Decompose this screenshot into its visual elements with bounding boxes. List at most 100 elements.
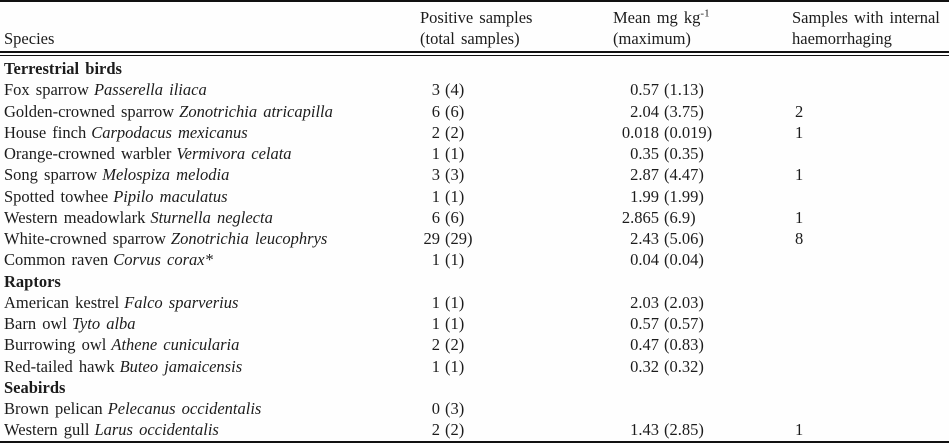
species-header-label: Species [4,29,55,48]
common-name: Western meadowlark [4,207,146,227]
total-samples-count: (1) [445,250,465,270]
mean-header-line1: Mean mg kg-1 [613,7,787,28]
positive-samples-cell: 6 (6) [412,207,605,228]
mean-cell: 0.018 (0.019) [605,122,787,143]
mean-value: 2.03 [630,292,659,312]
positive-count: 1 [431,356,440,376]
haemorrhaging-count [787,334,949,355]
scientific-name: Larus occidentalis [94,420,219,440]
section-header-row: Terrestrial birds [0,58,949,79]
haemorrhaging-count [787,356,949,377]
empty-cell [412,58,605,79]
species-cell: Spotted towhee Pipilo maculatus [0,186,412,207]
scientific-name: Melospiza melodia [102,165,230,185]
empty-cell [412,271,605,292]
mean-cell: 2.865 (6.9) [605,207,787,228]
species-row: House finch Carpodacus mexicanus 2 (2) 0.0… [0,122,949,143]
haemorrhaging-count: 1 [795,207,804,227]
haemorrhaging-count: 1 [795,420,804,440]
species-cell: Red-tailed hawk Buteo jamaicensis [0,356,412,377]
section-label: Raptors [4,271,61,291]
positive-count: 2 [431,335,440,355]
species-row: Golden-crowned sparrow Zonotrichia atrica… [0,101,949,122]
section-label: Seabirds [4,377,66,397]
mean-header-line2: (maximum) [613,29,691,48]
column-header-haemorrhaging: Samples with internal haemorrhaging [787,7,949,49]
empty-cell [787,58,949,79]
species-row: Barn owl Tyto alba 1 (1) 0.57 (0.57) [0,313,949,334]
maximum-value: (0.32) [664,356,704,376]
mean-cell: 2.43 (5.06) [605,228,787,249]
species-cell: Barn owl Tyto alba [0,313,412,334]
mean-value: 0.35 [630,144,659,163]
maximum-value: (1.13) [664,80,704,100]
common-name: Orange-crowned warbler [4,144,172,163]
total-samples-count: (4) [445,80,465,100]
positive-count: 1 [431,186,440,206]
scientific-name: Passerella iliaca [93,80,207,100]
positive-samples-cell: 1 (1) [412,356,605,377]
maximum-value: (0.019) [664,122,713,142]
haemorrhaging-count [787,143,949,164]
total-samples-count: (1) [445,292,465,312]
common-name: Spotted towhee [4,186,109,206]
mean-value: 0.57 [630,80,659,100]
maximum-value: (3.75) [664,101,704,121]
mean-value: 1.99 [630,186,659,206]
maximum-value: (4.47) [664,165,704,185]
species-row: Spotted towhee Pipilo maculatus 1 (1) 1.99… [0,186,949,207]
common-name: Western gull [4,420,90,440]
mean-value: 1.43 [630,420,659,440]
scientific-name: Vermivora celata [176,144,292,163]
maximum-value: (5.06) [664,229,704,248]
common-name: Golden-crowned sparrow [4,101,175,121]
empty-cell [787,377,949,398]
mean-value: 0.57 [630,314,659,333]
common-name: White-crowned sparrow [4,229,166,248]
mean-value: 0.32 [630,356,659,376]
empty-cell [787,271,949,292]
positive-samples-cell: 2 (2) [412,419,605,440]
scientific-name: Sturnella neglecta [150,207,273,227]
column-header-mean: Mean mg kg-1 (maximum) [605,7,787,49]
mean-cell [605,398,787,419]
total-samples-count: (1) [445,314,465,333]
species-row: Orange-crowned warbler Vermivora celata 1… [0,143,949,164]
haemorrhaging-count [787,249,949,270]
total-samples-count: (1) [445,356,465,376]
positive-count: 3 [431,165,440,185]
mean-cell: 0.47 (0.83) [605,334,787,355]
haemorrhaging-count [787,186,949,207]
maximum-value: (0.35) [664,144,704,163]
mean-value: 0.04 [630,250,659,270]
haemorrhaging-count [787,292,949,313]
mean-cell: 2.03 (2.03) [605,292,787,313]
haemorrhaging-header-line1: Samples with internal [792,8,940,27]
positive-count: 6 [431,207,440,227]
species-cell: Western meadowlark Sturnella neglecta [0,207,412,228]
empty-cell [605,58,787,79]
positive-samples-cell: 2 (2) [412,122,605,143]
mean-cell: 1.99 (1.99) [605,186,787,207]
column-header-positive-samples: Positive samples (total samples) [412,7,605,49]
total-samples-count: (2) [445,420,465,440]
mean-header-text: Mean mg kg [613,8,701,27]
table-body: Terrestrial birds Fox sparrow Passerella … [0,56,949,441]
haemorrhaging-count: 1 [795,165,804,185]
common-name: Brown pelican [4,399,103,418]
mean-value: 0.47 [630,335,659,355]
scientific-name: Carpodacus mexicanus [91,122,248,142]
common-name: Red-tailed hawk [4,356,115,376]
positive-count: 1 [431,144,440,163]
species-cell: House finch Carpodacus mexicanus [0,122,412,143]
species-cell: American kestrel Falco sparverius [0,292,412,313]
maximum-value: (1.99) [664,186,704,206]
common-name: Barn owl [4,314,67,333]
haemorrhaging-count: 1 [795,122,804,142]
species-row: Red-tailed hawk Buteo jamaicensis 1 (1) 0.… [0,356,949,377]
mean-value: 2.87 [630,165,659,185]
total-samples-count: (6) [445,101,465,121]
maximum-value: (0.04) [664,250,704,270]
total-samples-count: (1) [445,144,465,163]
